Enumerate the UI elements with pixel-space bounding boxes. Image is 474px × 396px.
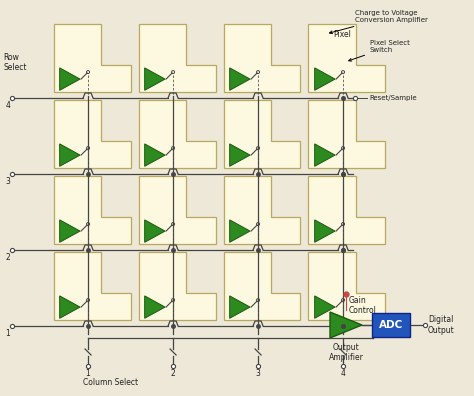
Text: 3: 3 [255, 369, 261, 378]
Polygon shape [145, 144, 165, 166]
Polygon shape [60, 296, 80, 318]
Polygon shape [60, 220, 80, 242]
Polygon shape [145, 296, 165, 318]
Polygon shape [54, 252, 130, 320]
Polygon shape [54, 100, 130, 168]
Text: ADC: ADC [379, 320, 403, 330]
Text: Reset/Sample: Reset/Sample [369, 95, 417, 101]
Polygon shape [224, 100, 301, 168]
Polygon shape [230, 220, 250, 242]
Text: 2: 2 [5, 253, 10, 262]
Text: 1: 1 [5, 329, 10, 338]
Polygon shape [224, 252, 301, 320]
FancyBboxPatch shape [372, 313, 410, 337]
Polygon shape [54, 176, 130, 244]
Polygon shape [224, 24, 301, 92]
Text: 3: 3 [5, 177, 10, 186]
Polygon shape [60, 144, 80, 166]
Polygon shape [138, 100, 216, 168]
Text: Output
Amplifier: Output Amplifier [328, 343, 364, 362]
Text: 4: 4 [5, 101, 10, 110]
Text: Pixel: Pixel [333, 30, 351, 39]
Polygon shape [138, 176, 216, 244]
Polygon shape [315, 296, 335, 318]
Polygon shape [145, 220, 165, 242]
Polygon shape [315, 144, 335, 166]
Polygon shape [315, 68, 335, 90]
Text: Gain
Control: Gain Control [349, 296, 377, 315]
Polygon shape [54, 24, 130, 92]
Text: Row
Select: Row Select [3, 53, 27, 72]
Text: Charge to Voltage
Conversion Amplifier: Charge to Voltage Conversion Amplifier [329, 10, 428, 34]
Text: Column Select: Column Select [83, 378, 138, 387]
Polygon shape [230, 144, 250, 166]
Polygon shape [138, 24, 216, 92]
Polygon shape [224, 176, 301, 244]
Text: 4: 4 [341, 369, 346, 378]
Text: Digital
Output: Digital Output [428, 315, 455, 335]
Text: 2: 2 [171, 369, 175, 378]
Polygon shape [309, 176, 385, 244]
Polygon shape [315, 220, 335, 242]
Text: 1: 1 [86, 369, 91, 378]
Polygon shape [60, 68, 80, 90]
Polygon shape [230, 296, 250, 318]
Polygon shape [230, 68, 250, 90]
Polygon shape [330, 312, 362, 338]
Polygon shape [309, 252, 385, 320]
Text: Pixel Select
Switch: Pixel Select Switch [349, 40, 410, 61]
Polygon shape [138, 252, 216, 320]
Polygon shape [145, 68, 165, 90]
Polygon shape [309, 100, 385, 168]
Polygon shape [309, 24, 385, 92]
